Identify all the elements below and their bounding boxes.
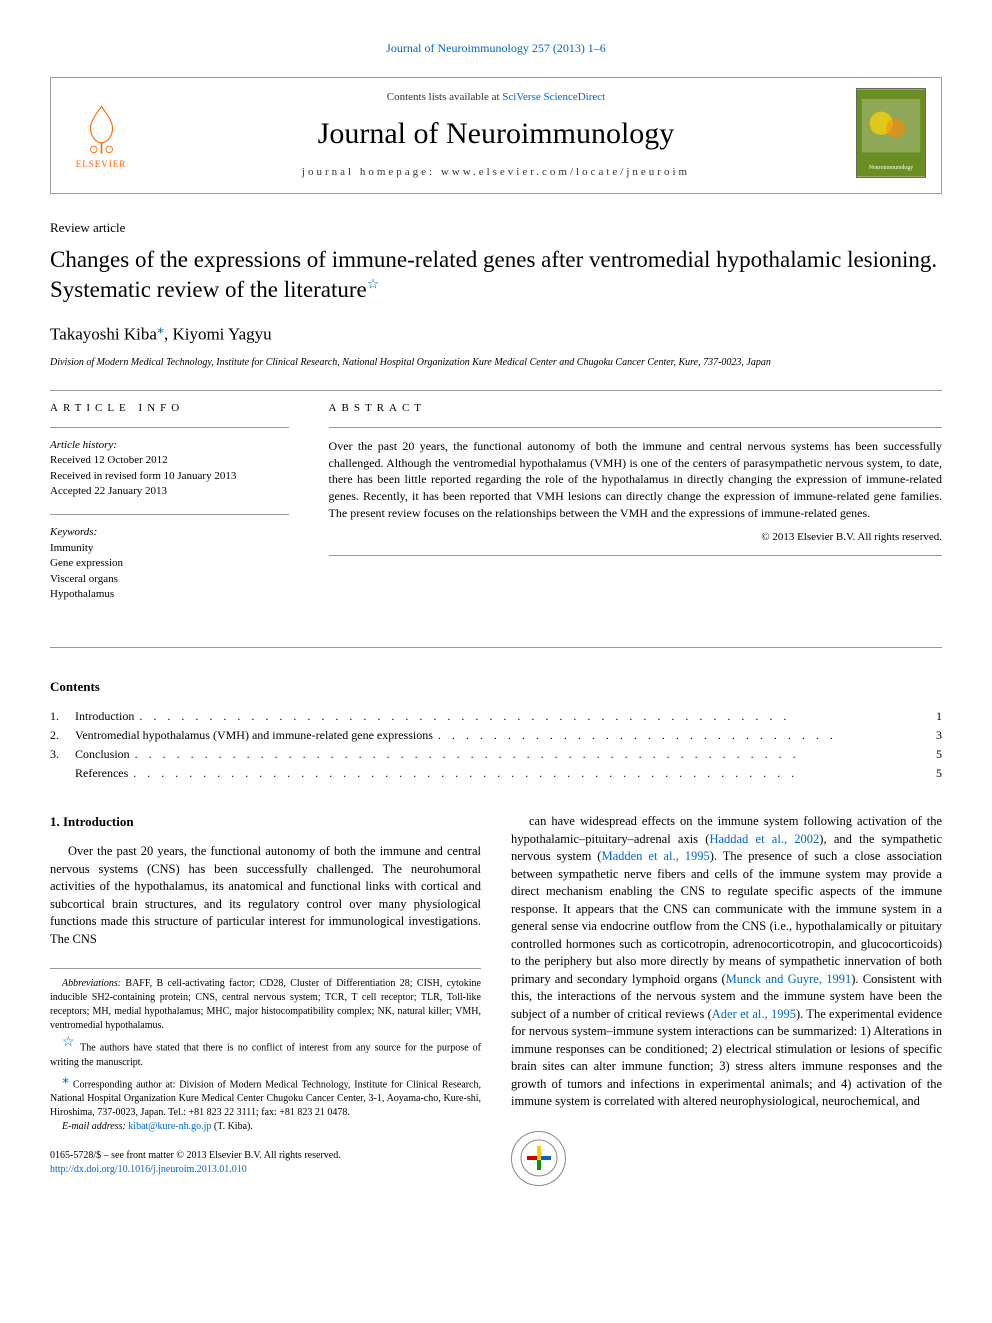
- body-paragraph: can have widespread effects on the immun…: [511, 813, 942, 1111]
- toc-row[interactable]: References . . . . . . . . . . . . . . .…: [50, 764, 942, 783]
- abstract: ABSTRACT Over the past 20 years, the fun…: [329, 401, 942, 617]
- corresponding-note: ⁎ Corresponding author at: Division of M…: [50, 1070, 481, 1120]
- contents-available: Contents lists available at SciVerse Sci…: [136, 90, 856, 105]
- journal-header: ELSEVIER Contents lists available at Sci…: [50, 77, 942, 194]
- email-note: E-mail address: kibat@kure-nh.go.jp (T. …: [50, 1120, 481, 1134]
- journal-ref-link[interactable]: Journal of Neuroimmunology 257 (2013) 1–…: [50, 40, 942, 57]
- journal-title: Journal of Neuroimmunology: [136, 113, 856, 155]
- accepted-date: Accepted 22 January 2013: [50, 484, 289, 499]
- citation-link[interactable]: Haddad et al., 2002: [709, 832, 819, 846]
- journal-cover[interactable]: Neuroimmunology: [856, 88, 926, 183]
- authors: Takayoshi Kiba⁎, Kiyomi Yagyu: [50, 320, 942, 346]
- article-info: ARTICLE INFO Article history: Received 1…: [50, 401, 289, 617]
- affiliation: Division of Modern Medical Technology, I…: [50, 356, 942, 370]
- doi-link[interactable]: http://dx.doi.org/10.1016/j.jneuroim.201…: [50, 1164, 247, 1175]
- divider: [50, 514, 289, 515]
- abstract-text: Over the past 20 years, the functional a…: [329, 438, 942, 522]
- history-label: Article history:: [50, 438, 289, 453]
- article-type: Review article: [50, 219, 942, 237]
- revised-date: Received in revised form 10 January 2013: [50, 469, 289, 484]
- citation-link[interactable]: Madden et al., 1995: [601, 849, 709, 863]
- abstract-header: ABSTRACT: [329, 401, 942, 416]
- divider: [50, 647, 942, 648]
- received-date: Received 12 October 2012: [50, 453, 289, 468]
- body-right-column: can have widespread effects on the immun…: [511, 813, 942, 1186]
- toc-row[interactable]: 3. Conclusion . . . . . . . . . . . . . …: [50, 745, 942, 764]
- crossmark-icon[interactable]: [511, 1131, 566, 1186]
- keyword: Visceral organs: [50, 572, 289, 587]
- footer-copyright: 0165-5728/$ – see front matter © 2013 El…: [50, 1149, 481, 1177]
- body-left-column: 1. Introduction Over the past 20 years, …: [50, 813, 481, 1186]
- star-note-marker[interactable]: ☆: [367, 277, 380, 292]
- keyword: Hypothalamus: [50, 587, 289, 602]
- scidirect-link[interactable]: SciVerse ScienceDirect: [502, 91, 605, 103]
- toc-row[interactable]: 1. Introduction . . . . . . . . . . . . …: [50, 707, 942, 726]
- citation-link[interactable]: Ader et al., 1995: [712, 1007, 796, 1021]
- journal-homepage[interactable]: journal homepage: www.elsevier.com/locat…: [136, 165, 856, 180]
- body-paragraph: Over the past 20 years, the functional a…: [50, 843, 481, 948]
- keyword: Gene expression: [50, 556, 289, 571]
- toc-row[interactable]: 2. Ventromedial hypothalamus (VMH) and i…: [50, 726, 942, 745]
- divider: [329, 555, 942, 556]
- divider: [50, 427, 289, 428]
- email-link[interactable]: kibat@kure-nh.go.jp: [126, 1121, 212, 1132]
- elsevier-label: ELSEVIER: [76, 158, 127, 171]
- copyright: © 2013 Elsevier B.V. All rights reserved…: [329, 530, 942, 545]
- divider: [50, 390, 942, 391]
- elsevier-tree-icon: [74, 101, 129, 156]
- toc: 1. Introduction . . . . . . . . . . . . …: [50, 707, 942, 784]
- conflict-note: ☆ The authors have stated that there is …: [50, 1033, 481, 1069]
- intro-heading: 1. Introduction: [50, 813, 481, 831]
- footnotes: Abbreviations: BAFF, B cell-activating f…: [50, 968, 481, 1134]
- article-info-header: ARTICLE INFO: [50, 401, 289, 416]
- keywords-label: Keywords:: [50, 525, 289, 540]
- keyword: Immunity: [50, 541, 289, 556]
- elsevier-logo[interactable]: ELSEVIER: [66, 95, 136, 175]
- toc-heading: Contents: [50, 678, 942, 696]
- corresponding-marker[interactable]: ⁎: [157, 322, 164, 337]
- article-title: Changes of the expressions of immune-rel…: [50, 245, 942, 305]
- citation-link[interactable]: Munck and Guyre, 1991: [726, 972, 852, 986]
- divider: [329, 427, 942, 428]
- svg-text:Neuroimmunology: Neuroimmunology: [869, 165, 913, 171]
